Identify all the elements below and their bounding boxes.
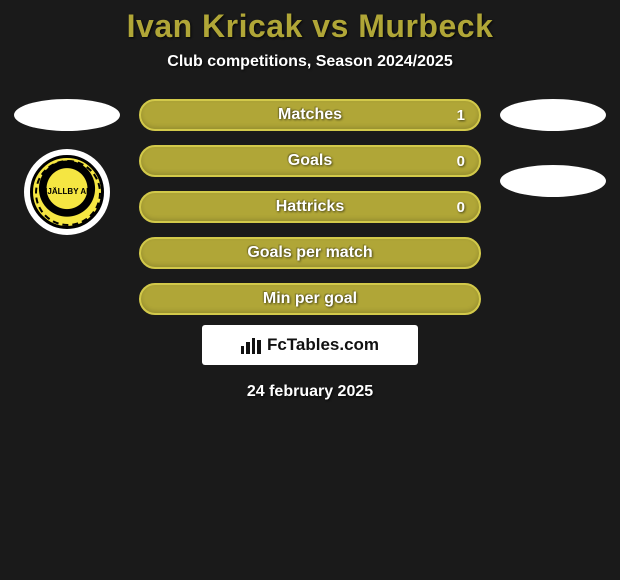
club-crest-text: MJÄLLBY AIF <box>41 188 93 196</box>
stat-bar-goals: Goals 0 <box>139 145 481 177</box>
stat-value-right: 0 <box>457 199 465 216</box>
bar-chart-icon <box>241 336 261 354</box>
stat-label: Min per goal <box>263 290 357 308</box>
player-left-club-badge: MJÄLLBY AIF <box>24 149 110 235</box>
comparison-card: Ivan Kricak vs Murbeck Club competitions… <box>0 0 620 401</box>
stat-bar-hattricks: Hattricks 0 <box>139 191 481 223</box>
fctables-link[interactable]: FcTables.com <box>202 325 418 365</box>
stat-bar-goals-per-match: Goals per match <box>139 237 481 269</box>
left-player-column: MJÄLLBY AIF <box>13 99 121 235</box>
page-subtitle: Club competitions, Season 2024/2025 <box>0 53 620 71</box>
player-right-avatar <box>500 99 606 131</box>
stat-value-right: 0 <box>457 153 465 170</box>
main-row: MJÄLLBY AIF Matches 1 Goals 0 Hattricks … <box>0 99 620 315</box>
date-text: 24 february 2025 <box>0 383 620 401</box>
stat-value-right: 1 <box>457 107 465 124</box>
club-crest-icon: MJÄLLBY AIF <box>30 155 104 229</box>
stat-bar-min-per-goal: Min per goal <box>139 283 481 315</box>
page-title: Ivan Kricak vs Murbeck <box>0 8 620 45</box>
right-player-column <box>499 99 607 197</box>
stat-label: Goals <box>288 152 332 170</box>
stat-label: Hattricks <box>276 198 344 216</box>
stat-label: Goals per match <box>247 244 372 262</box>
fctables-text: FcTables.com <box>267 335 379 355</box>
stat-label: Matches <box>278 106 342 124</box>
player-left-avatar <box>14 99 120 131</box>
stats-column: Matches 1 Goals 0 Hattricks 0 Goals per … <box>139 99 481 315</box>
player-right-club-placeholder <box>500 165 606 197</box>
stat-bar-matches: Matches 1 <box>139 99 481 131</box>
